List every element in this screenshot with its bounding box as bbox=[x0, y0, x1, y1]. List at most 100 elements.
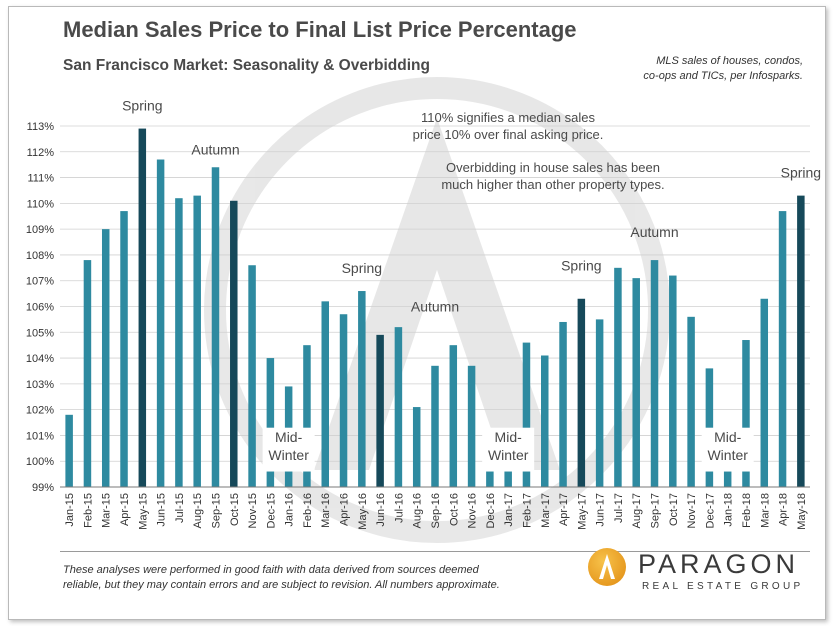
x-tick-label: Dec-15 bbox=[265, 493, 277, 528]
note-1-line-2: price 10% over final asking price. bbox=[413, 127, 604, 142]
bar bbox=[266, 358, 275, 487]
season-labels: Spring Autumn Spring Autumn Spring Autumn Spri… bbox=[122, 98, 821, 315]
bar bbox=[504, 461, 512, 487]
bar bbox=[412, 407, 421, 487]
paragon-logo: PARAGON REAL ESTATE GROUP bbox=[582, 545, 812, 595]
mid-winter-label-line-1: Mid- bbox=[714, 429, 742, 445]
y-tick-label: 106% bbox=[26, 302, 54, 314]
bar bbox=[797, 195, 805, 487]
x-tick-label: Dec-17 bbox=[704, 493, 716, 528]
x-tick-label: Apr-17 bbox=[558, 493, 570, 526]
y-tick-label: 108% bbox=[26, 250, 54, 262]
bar bbox=[595, 319, 604, 487]
x-tick-label: Jun-17 bbox=[595, 493, 607, 527]
x-tick-label: Oct-17 bbox=[668, 493, 680, 526]
y-tick-label: 109% bbox=[26, 224, 54, 236]
disclaimer-line-2: reliable, but they may contain errors an… bbox=[63, 579, 500, 591]
bar bbox=[669, 275, 677, 487]
mid-winter-labels: Mid- Winter Mid- Winter Mid- Winter bbox=[262, 427, 754, 472]
x-tick-label: Jul-16 bbox=[393, 493, 405, 523]
bar bbox=[303, 345, 311, 487]
y-axis-ticks: 99% 100% 101% 102% 103% 104% 105% 106% 107% 108% 1… bbox=[26, 121, 54, 494]
bar bbox=[120, 211, 128, 488]
x-tick-label: Dec-16 bbox=[485, 493, 497, 528]
x-tick-label: Apr-18 bbox=[778, 493, 790, 526]
chart-subtitle: San Francisco Market: Seasonality & Over… bbox=[63, 57, 430, 74]
mid-winter-label-line-2: Winter bbox=[488, 447, 529, 463]
x-tick-label: Feb-17 bbox=[521, 493, 533, 528]
x-tick-label: Feb-16 bbox=[302, 493, 314, 528]
x-tick-label: Mar-15 bbox=[101, 493, 113, 528]
bar bbox=[449, 345, 458, 487]
x-tick-label: Nov-17 bbox=[686, 493, 698, 528]
x-tick-label: Mar-18 bbox=[759, 493, 771, 528]
season-label: Spring bbox=[122, 98, 162, 114]
x-tick-label: Sep-15 bbox=[210, 493, 222, 528]
x-tick-label: Jul-17 bbox=[613, 493, 625, 523]
bar bbox=[65, 414, 73, 487]
bar bbox=[193, 195, 201, 487]
x-tick-label: Jul-15 bbox=[174, 493, 186, 523]
y-tick-label: 107% bbox=[26, 276, 54, 288]
x-tick-label: May-16 bbox=[357, 493, 369, 530]
bar bbox=[156, 159, 165, 487]
x-tick-label: Oct-16 bbox=[448, 493, 460, 526]
x-tick-label: Jun-15 bbox=[156, 493, 168, 527]
season-label: Autumn bbox=[191, 141, 239, 157]
y-tick-label: 112% bbox=[27, 147, 55, 159]
x-tick-label: Oct-15 bbox=[229, 493, 241, 526]
bar bbox=[211, 167, 220, 487]
x-tick-label: May-18 bbox=[796, 493, 808, 530]
bar bbox=[778, 211, 787, 488]
note-1-line-1: 110% signifies a median sales bbox=[421, 110, 595, 125]
bar bbox=[522, 342, 531, 487]
grid-lines bbox=[60, 125, 810, 488]
bar bbox=[83, 260, 92, 487]
x-tick-label: Jan-15 bbox=[64, 493, 76, 527]
logo-name: PARAGON bbox=[638, 549, 800, 579]
bar bbox=[467, 365, 476, 487]
y-tick-label: 102% bbox=[26, 405, 54, 417]
mid-winter-label-line-2: Winter bbox=[707, 447, 748, 463]
bar bbox=[687, 316, 695, 487]
x-tick-label: Aug-15 bbox=[192, 493, 204, 528]
footer-rule bbox=[60, 551, 810, 552]
bar bbox=[577, 298, 586, 487]
bar bbox=[101, 229, 110, 487]
y-tick-label: 105% bbox=[26, 327, 54, 339]
season-label: Autumn bbox=[630, 224, 678, 240]
x-tick-label: May-15 bbox=[137, 493, 149, 530]
y-tick-label: 101% bbox=[26, 430, 54, 442]
source-line-1: MLS sales of houses, condos, bbox=[656, 55, 803, 67]
disclaimer-line-1: These analyses were performed in good fa… bbox=[63, 564, 479, 576]
x-tick-label: May-17 bbox=[576, 493, 588, 530]
mid-winter-box bbox=[701, 427, 754, 472]
mid-winter-label-line-2: Winter bbox=[268, 447, 309, 463]
y-tick-label: 111% bbox=[27, 173, 54, 185]
bar bbox=[632, 278, 640, 487]
x-tick-label: Aug-16 bbox=[412, 493, 424, 528]
logo-tagline: REAL ESTATE GROUP bbox=[642, 581, 804, 592]
bar bbox=[321, 301, 329, 487]
mid-winter-box bbox=[262, 427, 315, 472]
y-tick-label: 113% bbox=[27, 121, 55, 133]
x-tick-label: Sep-16 bbox=[430, 493, 442, 528]
bar bbox=[394, 327, 403, 487]
y-tick-label: 100% bbox=[26, 456, 54, 468]
note-2-line-2: much higher than other property types. bbox=[441, 177, 664, 192]
bar bbox=[339, 314, 348, 487]
bar bbox=[376, 334, 384, 487]
bar bbox=[742, 340, 750, 487]
bar bbox=[650, 260, 659, 487]
disclaimer: These analyses were performed in good fa… bbox=[63, 563, 563, 593]
season-label: Autumn bbox=[411, 299, 459, 315]
bar bbox=[541, 355, 549, 487]
mid-winter-label-line-1: Mid- bbox=[495, 429, 523, 445]
x-tick-label: Aug-17 bbox=[631, 493, 643, 528]
y-tick-label: 110% bbox=[27, 198, 55, 210]
y-tick-label: 104% bbox=[26, 353, 54, 365]
x-tick-label: Mar-16 bbox=[320, 493, 332, 528]
bar bbox=[431, 365, 439, 487]
source-note: MLS sales of houses, condos, co-ops and … bbox=[593, 54, 803, 84]
x-tick-label: Apr-15 bbox=[119, 493, 131, 526]
